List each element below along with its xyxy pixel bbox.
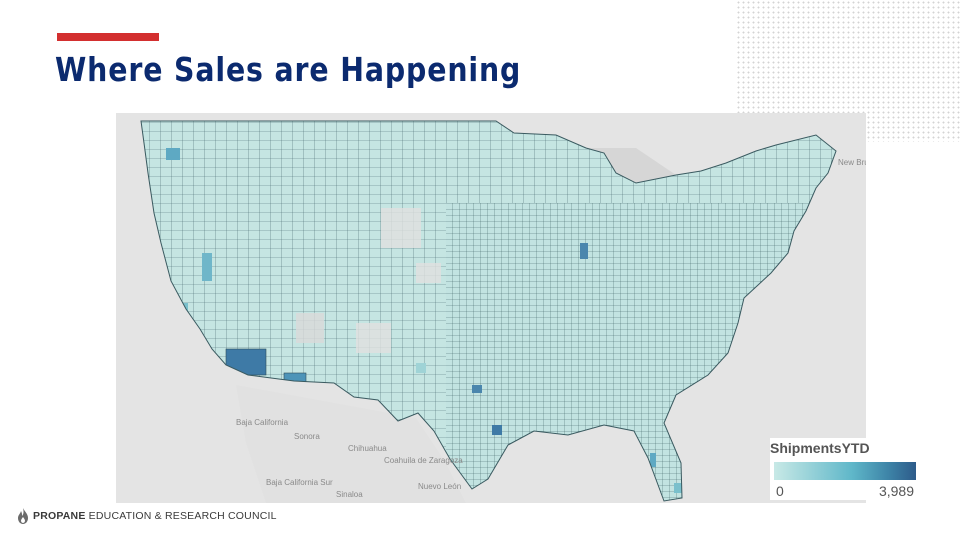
org-logo: PROPANE EDUCATION & RESEARCH COUNCIL — [18, 507, 277, 525]
title-accent-bar — [57, 33, 159, 41]
legend-max-label: 3,989 — [878, 483, 914, 499]
legend-min-label: 0 — [776, 483, 784, 499]
map-label-baja-california: Baja California — [236, 418, 289, 427]
color-legend: ShipmentsYTD 0 3,989 — [770, 438, 920, 500]
us-county-map[interactable]: New Brunswick Baja California Sonora Chi… — [116, 113, 866, 503]
map-label-sinaloa: Sinaloa — [336, 490, 363, 499]
org-name: PROPANE EDUCATION & RESEARCH COUNCIL — [33, 510, 277, 522]
org-name-bold: PROPANE — [33, 510, 86, 522]
legend-color-ramp — [774, 462, 916, 480]
map-label-nuevo-leon: Nuevo León — [418, 482, 461, 491]
map-label-baja-california-sur: Baja California Sur — [266, 478, 333, 487]
mexico-land — [236, 385, 466, 503]
org-name-rest: EDUCATION & RESEARCH COUNCIL — [88, 510, 277, 522]
slide-title: Where Sales are Happening — [55, 50, 522, 89]
map-label-sonora: Sonora — [294, 432, 320, 441]
map-label-new-brunswick: New Brunswick — [838, 158, 866, 167]
map-canvas: New Brunswick Baja California Sonora Chi… — [116, 113, 866, 503]
map-label-coahuila: Coahuila de Zaragoza — [384, 456, 463, 465]
flame-icon — [18, 508, 28, 524]
great-lakes-water — [586, 148, 676, 183]
map-label-chihuahua: Chihuahua — [348, 444, 387, 453]
legend-title: ShipmentsYTD — [770, 440, 870, 456]
